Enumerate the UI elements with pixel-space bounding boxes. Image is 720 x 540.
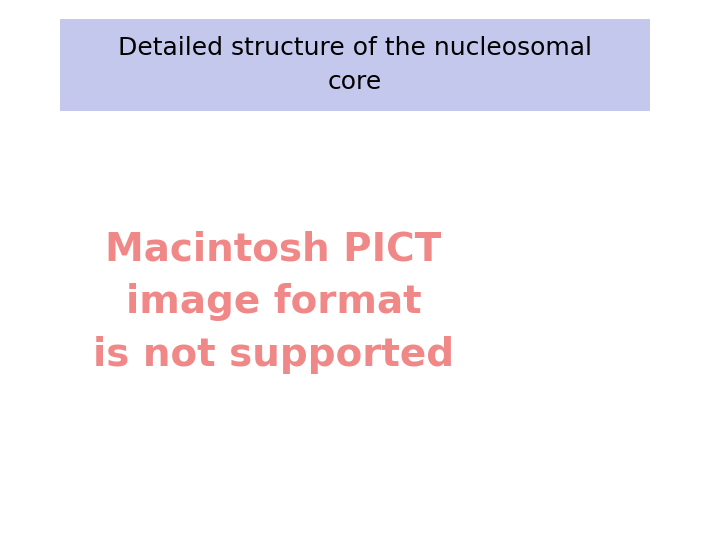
FancyBboxPatch shape	[60, 19, 650, 111]
Text: Macintosh PICT
image format
is not supported: Macintosh PICT image format is not suppo…	[93, 231, 454, 374]
Text: Detailed structure of the nucleosomal
core: Detailed structure of the nucleosomal co…	[118, 36, 592, 93]
